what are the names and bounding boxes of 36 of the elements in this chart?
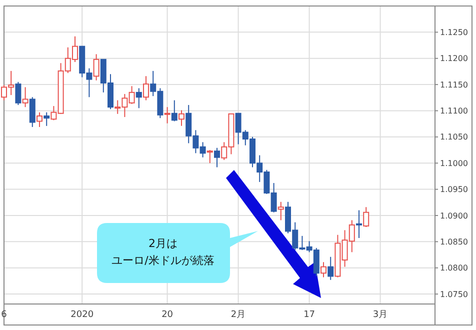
- annotation: ユーロ/米ドルが続落: [112, 254, 214, 267]
- candlestick: [178, 110, 184, 126]
- y-tick-label: 1.1100: [440, 106, 468, 116]
- candlestick: [356, 210, 362, 239]
- y-tick-label: 1.1000: [440, 158, 468, 168]
- candlestick: [320, 262, 326, 278]
- candlestick: [278, 201, 284, 221]
- x-tick-label: 2020: [70, 310, 94, 320]
- y-tick-label: 1.0850: [440, 237, 468, 246]
- y-tick-label: 1.0900: [440, 211, 468, 220]
- candlestick: [214, 147, 220, 168]
- y-tick-label: 1.1250: [440, 28, 468, 37]
- candlestick: [143, 76, 149, 101]
- x-tick-label: 20: [162, 310, 174, 320]
- y-tick-label: 1.1150: [440, 80, 468, 90]
- candlestick: [164, 106, 170, 124]
- y-tick-label: 1.0750: [440, 290, 468, 299]
- annotation: 2月は: [148, 237, 178, 250]
- candlestick: [363, 206, 370, 228]
- candlestick: [36, 112, 42, 128]
- candlestick: [136, 88, 142, 109]
- candlestick: [206, 150, 213, 164]
- candlestick: [93, 54, 100, 81]
- candlestick: [44, 112, 50, 126]
- x-tick-label: 2月: [230, 310, 246, 320]
- candlestick: [15, 81, 22, 106]
- x-tick-label: 3月: [372, 310, 388, 320]
- y-tick-label: 1.0950: [440, 185, 468, 194]
- x-tick-label: 17: [304, 310, 316, 320]
- candlestick: [22, 86, 28, 108]
- y-tick-label: 1.1200: [440, 54, 468, 64]
- y-tick-label: 1.1050: [440, 132, 468, 142]
- candlestick: [171, 100, 178, 122]
- candlestick: [328, 256, 334, 280]
- y-tick-label: 1.0800: [440, 264, 468, 273]
- candlestick: [29, 96, 36, 128]
